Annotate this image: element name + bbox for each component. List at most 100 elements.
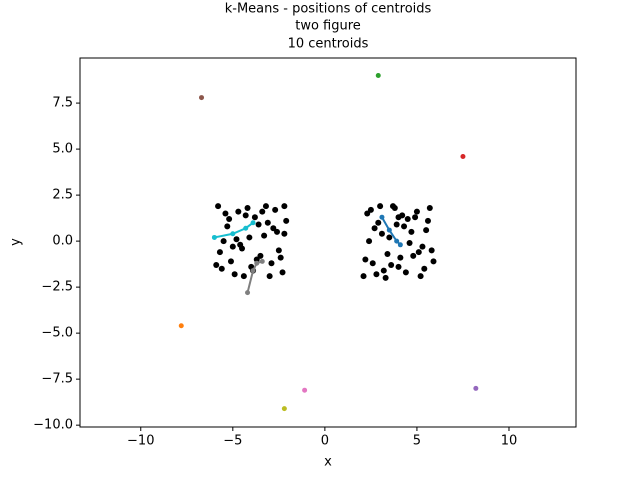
data-point [233,236,240,243]
data-point [226,216,233,223]
centroid-path [214,221,254,239]
data-point [421,265,428,272]
x-tick-label: 0 [321,434,329,449]
data-point [255,221,262,228]
data-point [419,243,426,250]
data-point [259,208,266,215]
data-point [366,238,373,245]
y-tick-label: 5.0 [52,142,73,157]
data-point [395,263,402,270]
data-point [371,225,378,232]
centroid-point [397,242,403,248]
centroid-path [246,260,263,293]
centroid-path [381,216,402,246]
data-point [382,274,389,281]
data-point [274,228,281,235]
centroid-point [178,323,184,329]
data-point [264,219,271,226]
data-point [367,206,374,213]
data-point [235,208,242,215]
chart-subtitle: 10 centroids [288,37,369,52]
centroid-point [394,238,400,244]
data-point [244,204,251,211]
data-point [386,234,393,241]
data-point [277,254,284,261]
y-tick-label: 0.0 [52,234,73,249]
centroid-point [250,268,256,274]
data-point [360,273,367,280]
data-point [229,243,236,250]
y-tick-label: −10.0 [33,418,73,433]
data-point [424,217,431,224]
data-point [412,214,419,221]
data-point [242,212,249,219]
x-tick-label: 10 [501,434,518,449]
centroid-point [230,231,236,237]
data-point [222,210,229,217]
data-point [266,273,273,280]
data-point [404,216,411,223]
data-point [218,265,225,272]
data-point [430,258,437,265]
data-point [406,239,413,246]
data-point [257,252,264,259]
centroid-point [460,153,466,159]
data-point [227,258,234,265]
data-point [415,249,422,256]
data-point [362,256,369,263]
data-point [364,210,371,217]
data-point [401,223,408,230]
x-tick-label: −5 [223,434,242,449]
data-point [373,271,380,278]
data-point [408,228,415,235]
data-point [413,208,420,215]
data-point [279,269,286,276]
data-point [224,223,231,230]
centroid-point [250,220,256,226]
data-point [215,203,222,210]
y-tick-label: 7.5 [52,96,73,111]
data-point [231,271,238,278]
centroid-point [254,260,260,266]
data-point [281,203,288,210]
data-point [417,273,424,280]
data-point [272,206,279,213]
data-point [283,217,290,224]
data-point [423,227,430,234]
centroid-point [281,406,287,412]
data-point [213,262,220,269]
data-point [268,260,275,267]
x-axis-label: x [324,455,332,470]
data-point [397,254,404,261]
data-point [410,252,417,259]
y-tick-label: −2.5 [41,280,73,295]
data-point [380,267,387,274]
data-point [262,203,269,210]
centroid-point [379,214,385,220]
data-point [375,219,382,226]
data-point [275,247,282,254]
data-point [428,247,435,254]
data-point [378,230,385,237]
data-point [369,260,376,267]
data-point [388,262,395,269]
data-point [240,273,247,280]
data-point [384,251,391,258]
data-point [377,203,384,210]
data-point [402,269,409,276]
data-point [261,232,268,239]
centroid-point [473,385,479,391]
y-tick-label: −5.0 [41,326,73,341]
data-point [251,214,258,221]
x-tick-label: 5 [413,434,421,449]
data-point [281,230,288,237]
chart-title: k-Means - positions of centroids [225,2,432,17]
data-point [270,225,277,232]
x-tick-label: −10 [127,434,154,449]
data-point [216,249,223,256]
centroid-point [211,234,217,240]
centroid-point [199,95,205,101]
centroid-point [302,387,308,393]
plot-frame [79,57,577,428]
